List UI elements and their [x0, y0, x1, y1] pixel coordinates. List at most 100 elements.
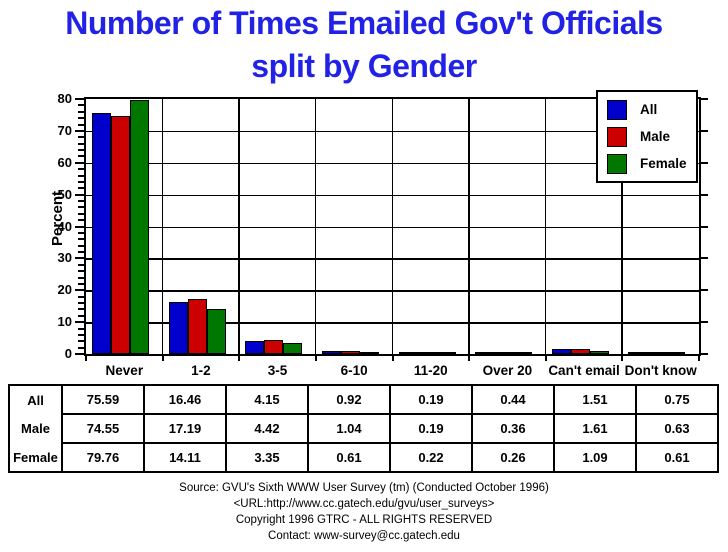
x-axis-label-1-2: 1-2	[191, 363, 211, 378]
y-minor-tick-46	[78, 206, 84, 209]
legend-item-female: Female	[607, 153, 696, 174]
bar-female-don-t-know	[666, 352, 686, 354]
x-axis-label-never: Never	[105, 363, 144, 378]
footer: Source: GVU's Sixth WWW User Survey (tm)…	[0, 480, 728, 544]
bar-all-can-t-email	[551, 349, 571, 354]
bar-female-can-t-email	[589, 350, 609, 354]
x-boundary-tick-8	[698, 356, 700, 361]
bar-male-1-2	[187, 299, 207, 354]
y-major-tick-50	[75, 193, 84, 196]
y-right-tick-30	[701, 257, 708, 260]
y-minor-tick-58	[78, 168, 84, 171]
y-tick-label-70: 70	[57, 122, 72, 138]
legend: All Male Female	[596, 90, 698, 183]
y-minor-tick-32	[78, 251, 84, 253]
y-minor-tick-16	[78, 302, 84, 304]
footer-source-line: Source: GVU's Sixth WWW User Survey (tm)…	[179, 482, 549, 494]
y-right-tick-10	[701, 321, 708, 324]
y-right-tick-80	[701, 98, 708, 100]
table-cell-all-can-t-email: 1.51	[553, 384, 637, 415]
gridline-v-1	[161, 99, 164, 354]
bar-all-never	[92, 113, 111, 354]
legend-swatch-male	[607, 126, 627, 147]
bar-all-6-10	[321, 351, 341, 354]
x-boundary-tick-7	[621, 356, 624, 361]
bar-female-6-10	[359, 352, 379, 354]
x-axis-label-can-t-email: Can't email	[548, 363, 620, 378]
y-major-tick-30	[75, 257, 84, 260]
y-major-tick-20	[75, 289, 84, 292]
y-major-tick-40	[75, 225, 84, 228]
bar-male-never	[111, 116, 130, 354]
table-cell-male-6-10: 1.04	[307, 413, 391, 444]
y-minor-tick-48	[78, 200, 84, 202]
table-cell-all-don-t-know: 0.75	[635, 384, 719, 415]
table-cell-all-3-5: 4.15	[225, 384, 309, 415]
y-minor-tick-62	[78, 155, 84, 158]
bar-male-can-t-email	[570, 348, 590, 354]
y-minor-tick-34	[78, 244, 84, 247]
table-cell-male-1-2: 17.19	[143, 413, 227, 444]
table-row-label-female: Female	[9, 443, 63, 472]
y-right-tick-40	[701, 225, 708, 228]
table-cell-male-don-t-know: 0.63	[635, 413, 719, 444]
y-minor-tick-6	[78, 333, 84, 336]
gridline-v-7	[621, 99, 623, 354]
y-tick-label-30: 30	[57, 250, 72, 266]
bar-male-3-5	[264, 339, 284, 354]
y-major-tick-0	[75, 353, 84, 355]
y-minor-tick-24	[78, 276, 84, 279]
legend-label-male: Male	[640, 129, 671, 144]
table-cell-all-over-20: 0.44	[471, 384, 555, 415]
chart-title: Number of Times Emailed Gov't Officials …	[0, 2, 728, 88]
y-minor-tick-66	[78, 142, 84, 145]
table-cell-female-can-t-email: 1.09	[553, 442, 637, 473]
y-minor-tick-4	[78, 340, 84, 343]
y-minor-tick-64	[78, 149, 84, 151]
y-minor-tick-74	[78, 117, 84, 120]
table-cell-male-can-t-email: 1.61	[553, 413, 637, 444]
y-minor-tick-76	[78, 110, 84, 113]
y-right-tick-70	[701, 129, 708, 132]
y-right-tick-50	[701, 193, 708, 196]
gridline-v-6	[544, 99, 547, 354]
bar-female-1-2	[206, 309, 226, 354]
x-axis-label-don-t-know: Don't know	[624, 363, 697, 378]
x-axis-label-6-10: 6-10	[340, 363, 368, 378]
legend-item-all: All	[607, 99, 696, 120]
y-major-tick-80	[75, 98, 84, 100]
y-tick-label-50: 50	[57, 186, 72, 202]
footer-copyright-line: Copyright 1996 GTRC - ALL RIGHTS RESERVE…	[235, 514, 493, 526]
gridline-v-3	[314, 99, 317, 354]
y-minor-tick-18	[78, 295, 84, 298]
data-table: All 75.59 16.46 4.15 0.92 0.19 0.44 1.51 0.75 Mal…	[8, 384, 719, 473]
chart-title-line2: split by Gender	[251, 48, 477, 84]
y-minor-tick-12	[78, 314, 84, 317]
y-minor-tick-42	[78, 219, 84, 222]
table-cell-all-11-20: 0.19	[389, 384, 473, 415]
y-minor-tick-68	[78, 136, 84, 139]
y-tick-label-80: 80	[57, 91, 72, 106]
table-cell-male-11-20: 0.19	[389, 413, 473, 444]
y-major-tick-60	[75, 161, 84, 164]
table-cell-female-1-2: 14.11	[143, 442, 227, 473]
y-tick-label-20: 20	[57, 282, 72, 298]
bar-female-never	[130, 99, 149, 354]
table-cell-female-3-5: 3.35	[225, 442, 309, 473]
legend-swatch-all	[607, 99, 627, 120]
y-minor-tick-36	[78, 238, 84, 241]
table-cell-all-never: 75.59	[61, 384, 145, 415]
gridline-v-2	[238, 99, 240, 354]
table-cell-male-never: 74.55	[61, 413, 145, 444]
legend-label-female: Female	[640, 156, 687, 171]
bar-female-11-20	[436, 352, 456, 354]
legend-label-all: All	[640, 102, 658, 117]
y-right-tick-0	[701, 353, 708, 355]
gridline-v-5	[468, 99, 470, 354]
bar-all-3-5	[245, 340, 265, 354]
data-table-body: All 75.59 16.46 4.15 0.92 0.19 0.44 1.51 0.75 Mal…	[9, 384, 719, 473]
x-boundary-tick-4	[391, 356, 394, 361]
bar-female-over-20	[513, 352, 533, 354]
y-minor-tick-52	[78, 187, 84, 190]
y-minor-tick-38	[78, 231, 84, 234]
